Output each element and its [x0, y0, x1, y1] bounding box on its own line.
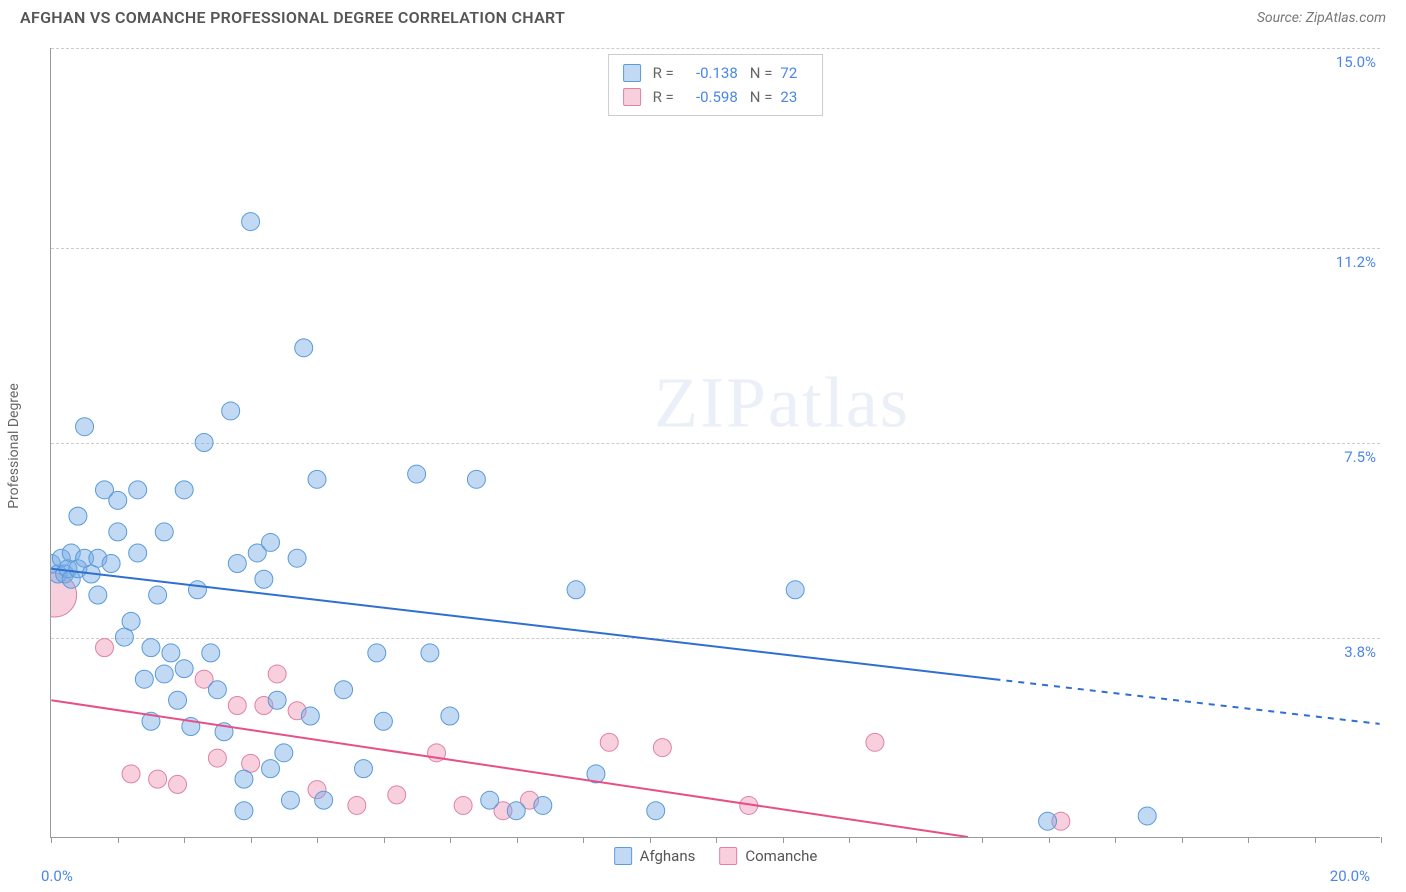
y-tick-label: 7.5%: [1344, 448, 1382, 466]
legend-stats-row-1: R = -0.138 N = 72: [623, 61, 809, 85]
legend-item-comanche: Comanche: [719, 847, 817, 865]
x-min-label: 0.0%: [41, 867, 73, 885]
r-label: R =: [653, 85, 674, 109]
source-label: Source: ZipAtlas.com: [1257, 10, 1386, 26]
legend-swatch-icon: [719, 847, 737, 865]
n-value-comanche: 23: [780, 85, 808, 109]
chart-area: ZIPatlas 15.0%11.2%7.5%3.8% 0.0% 20.0% R…: [50, 48, 1380, 838]
legend-stats-row-2: R = -0.598 N = 23: [623, 85, 809, 109]
y-tick-label: 11.2%: [1336, 253, 1382, 271]
legend-bottom: Afghans Comanche: [614, 847, 818, 865]
legend-swatch-comanche: [623, 88, 641, 106]
n-label: N =: [750, 61, 773, 85]
legend-item-afghans: Afghans: [614, 847, 696, 865]
legend-stats-box: R = -0.138 N = 72 R = -0.598 N = 23: [608, 54, 824, 116]
y-tick-label: 3.8%: [1344, 643, 1382, 661]
y-axis-title: Professional Degree: [6, 383, 22, 509]
legend-label: Comanche: [745, 847, 817, 865]
r-value-afghans: -0.138: [682, 61, 738, 85]
n-value-afghans: 72: [780, 61, 808, 85]
legend-label: Afghans: [640, 847, 696, 865]
header: AFGHAN VS COMANCHE PROFESSIONAL DEGREE C…: [0, 0, 1406, 31]
y-tick-label: 15.0%: [1336, 53, 1382, 71]
scatter-plot: [51, 48, 1380, 837]
r-value-comanche: -0.598: [682, 85, 738, 109]
chart-title: AFGHAN VS COMANCHE PROFESSIONAL DEGREE C…: [20, 8, 565, 27]
x-max-label: 20.0%: [1330, 867, 1370, 885]
legend-swatch-icon: [614, 847, 632, 865]
r-label: R =: [653, 61, 674, 85]
n-label: N =: [750, 85, 773, 109]
legend-swatch-afghans: [623, 64, 641, 82]
